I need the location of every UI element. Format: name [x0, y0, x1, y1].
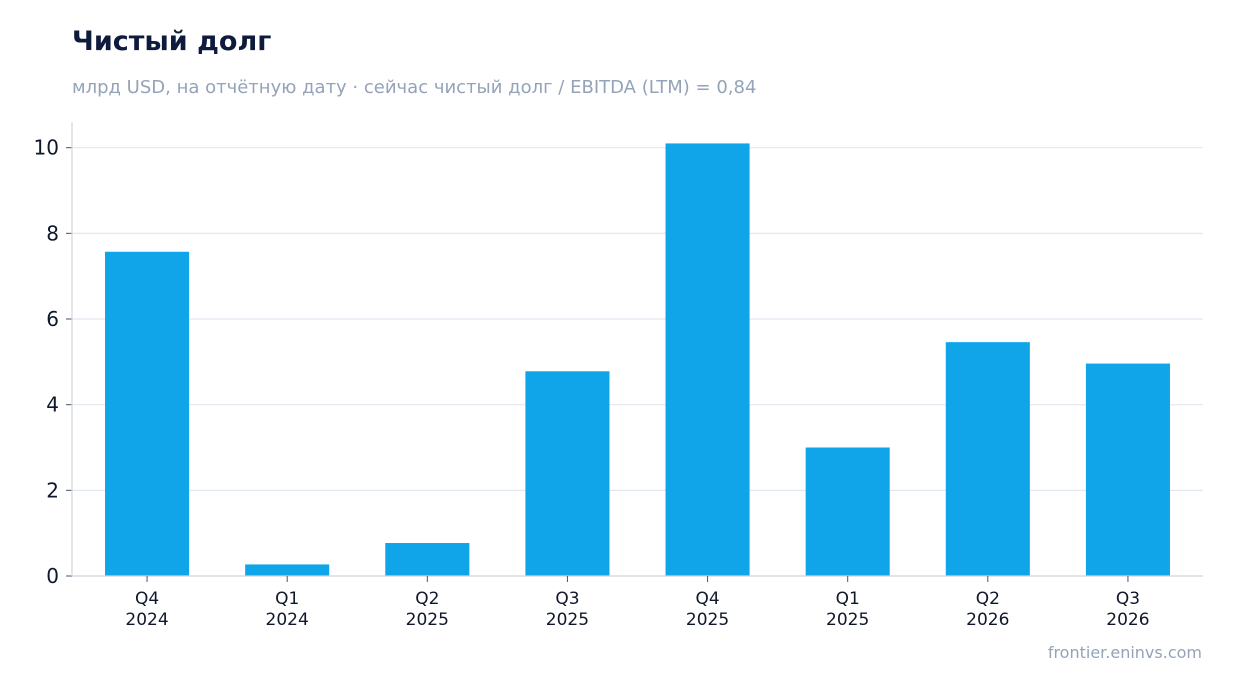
bar [525, 371, 610, 576]
x-tick-label-year: 2026 [966, 610, 1009, 630]
x-tick-label-quarter: Q3 [1116, 589, 1140, 609]
axes-layer [66, 122, 1203, 582]
x-tick-label-year: 2025 [686, 610, 729, 630]
grid-layer [72, 147, 1203, 491]
y-tick-label: 10 [34, 136, 59, 160]
x-tick-label-year: 2025 [826, 610, 869, 630]
y-tick-label: 4 [46, 393, 59, 417]
y-tick-label: 8 [46, 221, 59, 245]
chart-subtitle: млрд USD, на отчётную дату · сейчас чист… [72, 77, 757, 98]
bar [385, 543, 470, 576]
x-tick-label-quarter: Q2 [976, 589, 1000, 609]
bar [805, 447, 890, 576]
bar [1085, 363, 1170, 576]
x-tick-label-year: 2026 [1106, 610, 1149, 630]
x-tick-label-quarter: Q4 [135, 589, 159, 609]
x-tick-label-quarter: Q4 [695, 589, 719, 609]
bar [105, 251, 190, 577]
bar [665, 143, 750, 576]
labels-layer: 0246810Q42024Q12024Q22025Q32025Q42025Q12… [34, 136, 1150, 630]
chart-title: Чистый долг [72, 26, 272, 57]
y-tick-label: 6 [46, 307, 59, 331]
source-link[interactable]: frontier.eninvs.com [1047, 643, 1202, 662]
y-tick-label: 2 [46, 478, 59, 502]
bars-layer [105, 143, 1170, 577]
y-tick-label: 0 [46, 564, 59, 588]
bar [245, 564, 330, 576]
bar [945, 342, 1030, 576]
x-tick-label-quarter: Q1 [836, 589, 860, 609]
x-tick-label-year: 2024 [125, 610, 168, 630]
x-tick-label-quarter: Q3 [555, 589, 579, 609]
x-tick-label-year: 2024 [266, 610, 309, 630]
x-tick-label-quarter: Q1 [275, 589, 299, 609]
x-tick-label-quarter: Q2 [415, 589, 439, 609]
x-tick-label-year: 2025 [406, 610, 449, 630]
x-tick-label-year: 2025 [546, 610, 589, 630]
